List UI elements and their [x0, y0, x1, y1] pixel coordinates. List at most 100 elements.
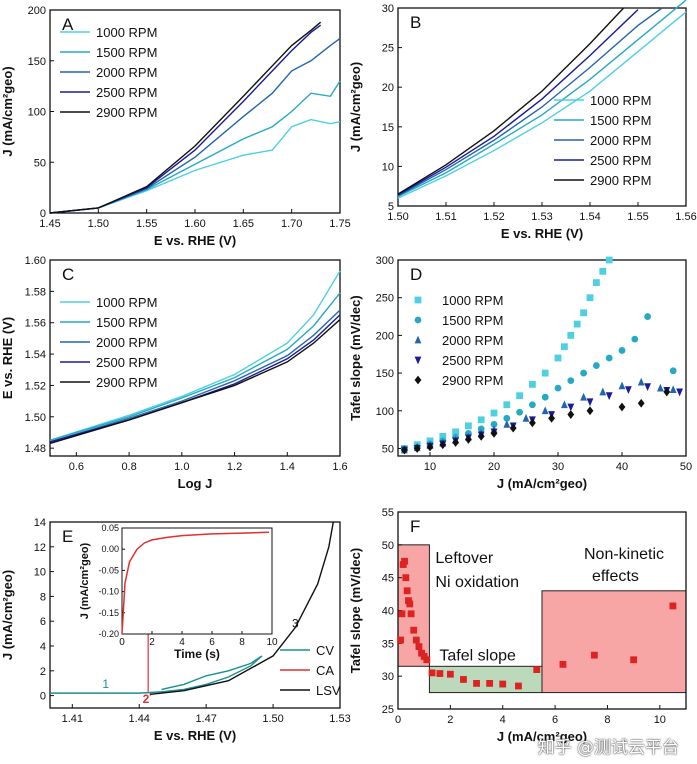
legend-label: 1000 RPM	[96, 295, 157, 310]
data-point	[398, 610, 406, 618]
data-point	[599, 387, 607, 396]
inset-y-tick-label: -0.10	[98, 587, 119, 597]
x-tick-label: 1.75	[329, 218, 350, 230]
data-point	[410, 626, 418, 634]
data-point	[580, 309, 587, 317]
data-point	[580, 392, 587, 401]
data-point	[559, 660, 567, 668]
data-point	[593, 279, 600, 287]
legend-label: 1000 RPM	[590, 93, 651, 108]
legend-label: 2900 RPM	[96, 105, 157, 120]
data-point	[580, 369, 587, 377]
data-point	[618, 402, 626, 412]
data-point	[522, 413, 530, 422]
y-tick-label: 15	[382, 122, 394, 134]
data-point	[401, 445, 408, 455]
data-point	[631, 335, 639, 343]
x-tick-label: 1.50	[387, 211, 408, 223]
data-point	[428, 669, 436, 677]
data-point	[663, 387, 671, 397]
y-tick-label: 250	[376, 293, 394, 305]
series-line	[50, 655, 263, 694]
x-axis-label: J (mA/cm²geo)	[497, 476, 587, 491]
region-box	[428, 665, 543, 694]
x-tick-label: 1.44	[129, 713, 150, 725]
panel-letter: C	[62, 265, 74, 284]
data-point	[554, 384, 562, 392]
y-tick-label: 0	[40, 691, 46, 703]
series-line	[49, 118, 341, 214]
y-tick-label: 1.48	[25, 443, 46, 455]
data-point	[630, 656, 638, 664]
series-line	[49, 80, 341, 214]
data-point	[548, 413, 555, 423]
data-point	[618, 347, 626, 354]
y-tick-label: 25	[382, 704, 394, 716]
y-axis-label: J (mA/cm²geo)	[348, 62, 363, 152]
data-point	[414, 296, 422, 304]
data-point	[414, 335, 422, 344]
data-point	[503, 401, 511, 409]
y-tick-label: 1.58	[25, 286, 46, 298]
inset-plot: 0 2 4 6 8 10 -0.20 -0.15 -0.10 -0.05 0.00 0.05 Time …	[79, 523, 278, 661]
y-tick-label: 5	[388, 201, 394, 213]
legend-label: 1000 RPM	[96, 25, 157, 40]
y-tick-label: 1.52	[25, 380, 46, 392]
y-axis-label: Tafel slope (mV/dec)	[348, 548, 363, 673]
y-tick-label: 50	[34, 157, 46, 169]
data-point	[644, 313, 651, 320]
data-point	[554, 354, 562, 362]
legend-label: 1500 RPM	[96, 45, 157, 60]
legend-label: 2500 RPM	[96, 355, 157, 370]
series-line	[49, 24, 322, 214]
y-axis-label: E vs. RHE (V)	[0, 317, 15, 399]
series-line	[49, 292, 341, 441]
panel-C: 0.6 0.8 1.0 1.2 1.4 1.6 1.48 1.50 1.52 1.54 1.56 1.…	[0, 255, 348, 491]
data-point	[669, 367, 677, 375]
x-tick-label: 1.45	[39, 218, 60, 230]
inset-x-tick-label: 2	[149, 637, 155, 648]
y-tick-label: 35	[382, 638, 394, 650]
data-point	[541, 406, 549, 415]
legend-label: 2900 RPM	[590, 173, 651, 188]
y-tick-label: 50	[382, 540, 394, 552]
panel-D: 10 20 30 40 50 50 100 150 200 250 300 J (mA/cm²geo)…	[348, 255, 692, 491]
y-tick-label: 300	[376, 255, 394, 267]
legend-label: 1500 RPM	[96, 315, 157, 330]
data-point	[426, 442, 434, 452]
data-point	[605, 354, 613, 362]
series-line	[397, 0, 687, 198]
inset-y-axis-label: J (mA/cm²geo)	[79, 542, 91, 619]
inset-y-tick-label: -0.05	[98, 565, 119, 575]
data-point	[541, 369, 549, 377]
x-tick-label: 40	[616, 461, 628, 473]
region-label: Ni oxidation	[435, 574, 519, 591]
x-tick-label: 1.53	[531, 211, 552, 223]
data-point	[423, 656, 431, 664]
data-point	[477, 425, 485, 433]
x-tick-label: 1.60	[184, 218, 205, 230]
x-tick-label: 1.47	[195, 713, 216, 725]
inset-x-tick-label: 8	[239, 637, 245, 648]
y-tick-label: 10	[382, 161, 394, 173]
legend-label: 2900 RPM	[442, 373, 503, 388]
data-point	[605, 392, 613, 401]
data-point	[599, 267, 607, 275]
legend-label: CA	[316, 663, 334, 678]
watermark-text: 知乎 @测试云平台	[537, 738, 679, 758]
y-tick-label: 6	[40, 616, 46, 628]
series-line	[397, 9, 639, 196]
data-point	[586, 398, 594, 407]
panel-letter: F	[410, 517, 420, 536]
series-line	[49, 319, 341, 445]
series-line	[49, 37, 341, 214]
annotation-label: 3	[292, 616, 299, 630]
x-axis-label: J (mA/cm²geo)	[497, 729, 587, 744]
series-line	[150, 521, 334, 696]
y-tick-label: 25	[382, 43, 394, 55]
panel-F: 0 2 4 6 8 10 25 30 35 40 45 50 55 J (mA/cm²geo) Tafel …	[348, 507, 687, 744]
data-point	[593, 362, 600, 369]
y-axis-label: J (mA/cm²geo)	[0, 66, 15, 156]
x-tick-label: 1.0	[174, 461, 189, 473]
